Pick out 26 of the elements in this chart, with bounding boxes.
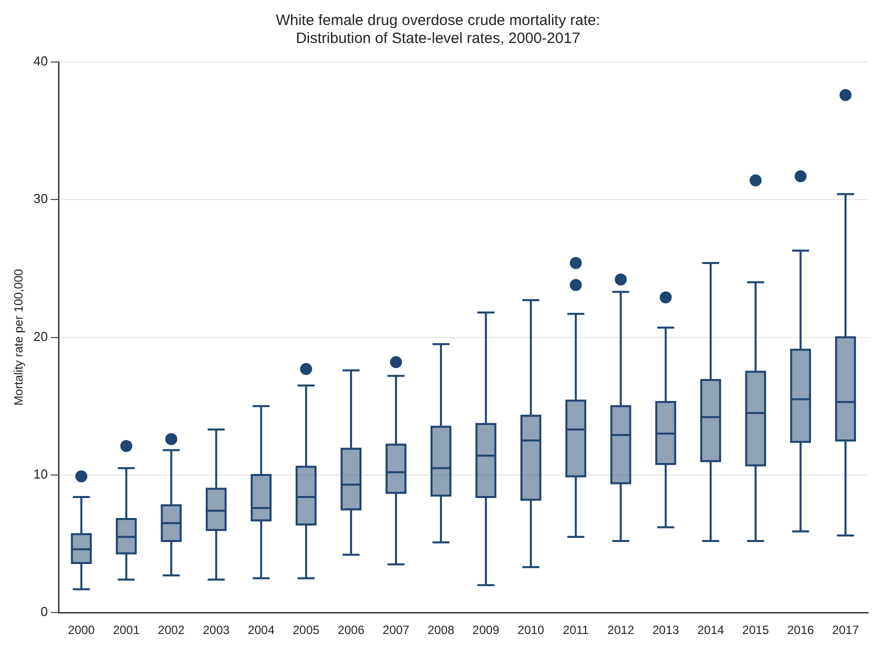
x-tick-label: 2012 [607, 623, 634, 638]
chart-subtitle: Distribution of State-level rates, 2000-2017 [296, 30, 580, 48]
y-tick-label: 10 [33, 466, 48, 482]
chart-title: White female drug overdose crude mortality rate: [276, 12, 600, 30]
x-tick-label: 2010 [518, 623, 545, 638]
x-tick-label: 2004 [248, 623, 275, 638]
x-tick-label: 2014 [697, 623, 724, 638]
x-tick-label: 2007 [382, 623, 410, 638]
y-tick-label: 30 [33, 191, 48, 206]
x-tick-label: 2017 [832, 623, 860, 638]
x-tick-label: 2002 [158, 623, 185, 638]
y-tick-label: 0 [40, 604, 48, 620]
x-tick-label: 2003 [202, 623, 230, 638]
y-axis-title: Mortality rate per 100,000 [12, 268, 26, 406]
x-tick-label: 2009 [472, 623, 500, 638]
x-tick-label: 2016 [787, 623, 814, 638]
x-tick-label: 2013 [652, 623, 680, 638]
x-tick-label: 2015 [742, 623, 770, 638]
x-tick-label: 2000 [68, 623, 96, 638]
x-tick-label: 2006 [338, 623, 365, 638]
x-tick-label: 2005 [292, 623, 320, 638]
x-tick-label: 2011 [562, 623, 590, 638]
y-tick-label: 20 [33, 328, 48, 344]
x-tick-label: 2001 [112, 623, 140, 638]
y-tick-label: 40 [33, 54, 48, 69]
x-tick-label: 2008 [428, 623, 455, 638]
